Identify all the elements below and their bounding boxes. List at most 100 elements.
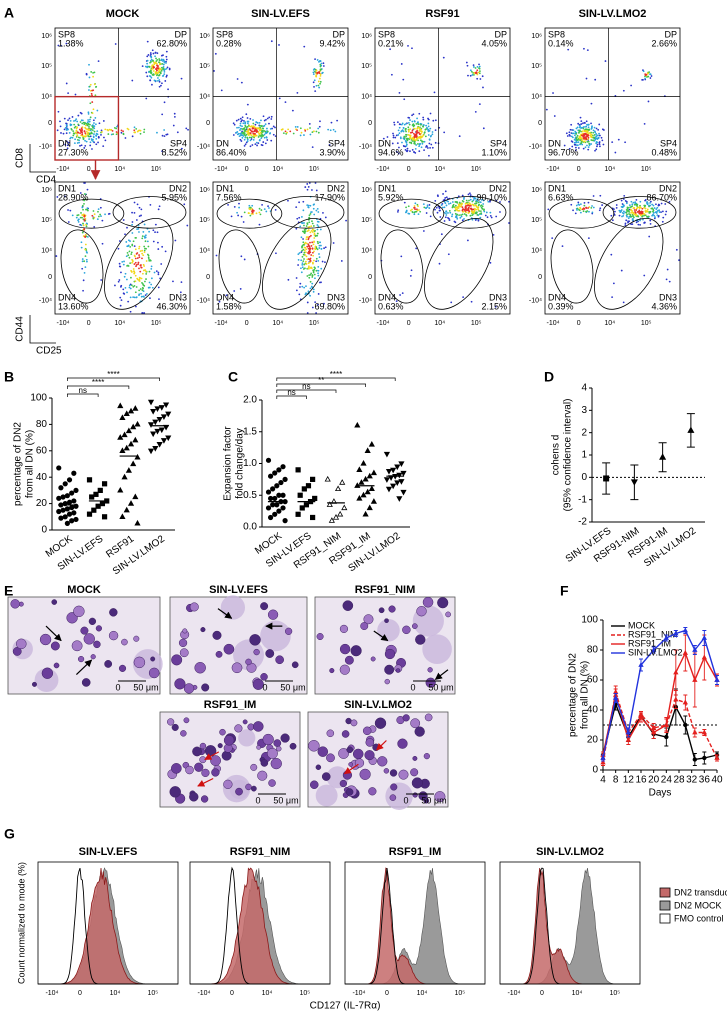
event-dot	[278, 44, 280, 46]
event-dot	[249, 137, 251, 139]
y-tick-label: 10⁵	[531, 217, 542, 224]
cell	[104, 660, 111, 667]
y-tick-label: 10⁴	[361, 247, 372, 254]
event-dot	[136, 296, 138, 298]
event-dot	[296, 218, 298, 220]
event-dot	[265, 211, 267, 213]
event-dot	[313, 291, 315, 293]
cell	[349, 762, 353, 766]
event-dot	[406, 134, 408, 136]
event-dot	[585, 146, 587, 148]
event-dot	[82, 209, 84, 211]
cell	[346, 788, 353, 795]
point	[277, 468, 281, 472]
event-dot	[634, 204, 636, 206]
event-dot	[82, 205, 84, 207]
event-dot	[251, 210, 253, 212]
point	[371, 499, 376, 503]
event-dot	[601, 137, 603, 139]
event-dot	[139, 215, 141, 217]
event-dot	[259, 125, 261, 127]
event-dot	[312, 229, 314, 231]
significance-label: ****	[330, 370, 342, 379]
event-dot	[121, 299, 123, 301]
event-dot	[285, 130, 287, 132]
event-dot	[621, 209, 623, 211]
event-dot	[140, 208, 142, 210]
event-dot	[610, 254, 612, 256]
event-dot	[667, 269, 669, 271]
event-dot	[415, 133, 417, 135]
event-dot	[598, 124, 600, 126]
x-tick-label: -10⁴	[215, 166, 228, 173]
y-tick-label: -10⁴	[39, 144, 52, 151]
event-dot	[129, 246, 131, 248]
point	[367, 505, 372, 509]
point	[306, 484, 310, 488]
event-dot	[121, 261, 123, 263]
event-dot	[330, 129, 332, 131]
event-dot	[418, 136, 420, 138]
event-dot	[601, 204, 603, 206]
point	[268, 515, 272, 519]
y-axis-label: from all DN (%)	[580, 661, 591, 729]
point	[702, 636, 706, 640]
cell	[180, 730, 186, 736]
point	[387, 487, 392, 491]
cell	[253, 721, 263, 731]
event-dot	[129, 262, 131, 264]
event-dot	[112, 130, 114, 132]
cell	[190, 603, 199, 612]
event-dot	[313, 86, 315, 88]
event-dot	[420, 124, 422, 126]
event-dot	[311, 189, 313, 191]
event-dot	[162, 135, 164, 137]
event-dot	[240, 118, 242, 120]
event-dot	[487, 216, 489, 218]
event-dot	[309, 123, 311, 125]
event-dot	[470, 208, 472, 210]
point	[57, 509, 61, 513]
event-dot	[143, 264, 145, 266]
event-dot	[132, 135, 134, 137]
event-dot	[92, 129, 94, 131]
event-dot	[234, 206, 236, 208]
event-dot	[141, 296, 143, 298]
y-tick-label: 1	[581, 450, 587, 461]
event-dot	[242, 116, 244, 118]
event-dot	[584, 202, 586, 204]
event-dot	[82, 119, 84, 121]
event-dot	[325, 246, 327, 248]
event-dot	[428, 155, 430, 157]
event-dot	[444, 206, 446, 208]
event-dot	[314, 277, 316, 279]
event-dot	[236, 127, 238, 129]
event-dot	[127, 254, 129, 256]
event-dot	[108, 213, 110, 215]
event-dot	[84, 220, 86, 222]
event-dot	[187, 129, 189, 131]
scale-label: 0	[403, 795, 408, 805]
event-dot	[585, 136, 587, 138]
event-dot	[583, 48, 585, 50]
event-dot	[308, 277, 310, 279]
event-dot	[647, 208, 649, 210]
event-dot	[93, 226, 95, 228]
event-dot	[134, 202, 136, 204]
event-dot	[152, 229, 154, 231]
event-dot	[142, 287, 144, 289]
event-dot	[128, 129, 130, 131]
cell	[51, 642, 59, 650]
event-dot	[138, 231, 140, 233]
event-dot	[287, 279, 289, 281]
cell	[351, 720, 357, 726]
event-dot	[593, 195, 595, 197]
event-dot	[415, 148, 417, 150]
event-dot	[665, 211, 667, 213]
point	[266, 506, 270, 510]
cell	[410, 719, 419, 728]
event-dot	[470, 215, 472, 217]
event-dot	[664, 203, 666, 205]
quadrant-value: 7.56%	[216, 192, 242, 202]
event-dot	[161, 82, 163, 84]
